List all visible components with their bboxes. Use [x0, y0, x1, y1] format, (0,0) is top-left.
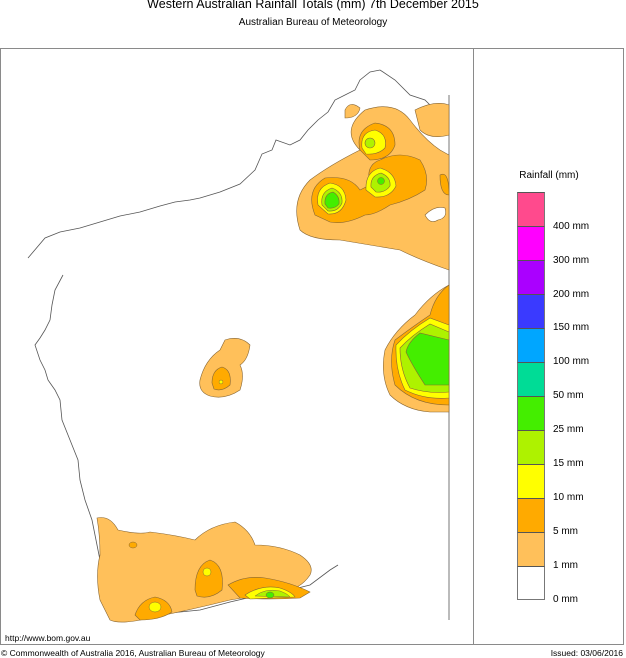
legend-title: Rainfall (mm) [519, 170, 579, 181]
legend-divider [473, 48, 474, 645]
map-subtitle: Australian Bureau of Meteorology [238, 17, 388, 28]
rainfall-south [96, 517, 312, 623]
legend-swatch-15-25 [517, 430, 545, 464]
coastline [27, 69, 450, 259]
coastline-west [34, 274, 339, 616]
legend-swatch-10-15 [517, 464, 545, 498]
legend-tick-label: 300 mm [553, 255, 590, 266]
map-frame [0, 48, 624, 645]
legend-tick-label: 25 mm [553, 424, 584, 435]
legend-swatch-400plus [517, 192, 545, 226]
legend-tick-label: 400 mm [553, 221, 590, 232]
legend-swatch-100-150 [517, 328, 545, 362]
legend-tick-label: 200 mm [553, 289, 590, 300]
legend-tick-label: 100 mm [553, 356, 590, 367]
legend-swatch-300-400 [517, 226, 545, 260]
bom-url-link[interactable]: http://www.bom.gov.au [5, 633, 91, 643]
rainfall-map [27, 69, 450, 623]
issued-date: Issued: 03/06/2016 [550, 648, 623, 658]
legend-swatch-5-10 [517, 498, 545, 532]
legend-swatch-1-5 [517, 532, 545, 566]
map-title: Western Australian Rainfall Totals (mm) … [147, 0, 479, 11]
legend-swatch-200-300 [517, 260, 545, 294]
legend-swatch-0-1 [517, 566, 545, 600]
rainfall-central [199, 338, 251, 398]
legend-tick-label: 0 mm [553, 594, 578, 605]
rainfall-north [296, 103, 450, 271]
legend-swatch-150-200 [517, 294, 545, 328]
legend-tick-label: 10 mm [553, 492, 584, 503]
copyright-text: © Commonwealth of Australia 2016, Austra… [1, 648, 265, 658]
legend-tick-label: 5 mm [553, 526, 578, 537]
legend-tick-label: 15 mm [553, 458, 584, 469]
legend-tick-label: 50 mm [553, 390, 584, 401]
legend-swatch-25-50 [517, 396, 545, 430]
legend-swatch-50-100 [517, 362, 545, 396]
rainfall-east [383, 284, 450, 413]
legend-tick-label: 1 mm [553, 560, 578, 571]
legend-tick-label: 150 mm [553, 322, 590, 333]
